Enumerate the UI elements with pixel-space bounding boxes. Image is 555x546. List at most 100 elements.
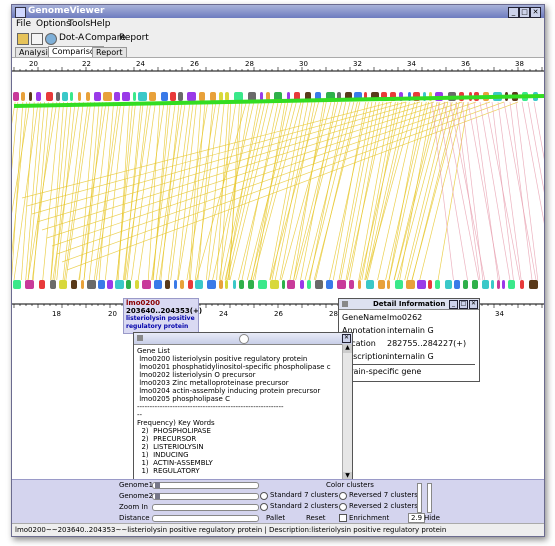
genome2-gene-block (472, 280, 478, 289)
keyword-item: 1) REGULATORY (137, 467, 200, 475)
slider-thumb[interactable] (155, 482, 160, 488)
alignment-line (51, 101, 477, 247)
alignment-line (12, 101, 24, 279)
gene-list-item[interactable]: lmo0202 listeriolysin O precursor (137, 371, 256, 379)
gene-list-content[interactable]: Gene List lmo0200 listeriolysin positive… (137, 347, 341, 475)
gene-list-item[interactable]: lmo0201 phosphatidylinositol-specific ph… (137, 363, 331, 371)
gene-name-label: GeneName (342, 313, 387, 322)
zoom-slider[interactable] (152, 504, 259, 511)
genome2-label: Genome2 (119, 492, 154, 500)
gene-list-close-icon[interactable]: ✕ (342, 334, 351, 343)
pallet-button[interactable]: Pallet (266, 514, 286, 522)
genome2-gene-block (180, 280, 184, 289)
alignment-line (27, 101, 45, 281)
standard7-radio[interactable] (260, 492, 268, 500)
detail-close-icon[interactable]: ✕ (469, 300, 478, 309)
genome2-gene-block (207, 280, 216, 289)
genome2-gene-block (195, 280, 203, 289)
genome1-gene-block (248, 92, 256, 101)
genome2-gene-block (165, 280, 170, 289)
report-button[interactable]: Report (119, 33, 149, 43)
alignment-line (224, 101, 266, 281)
standard2-radio[interactable] (260, 503, 268, 511)
keywords-header: Frequency) Key Words (137, 419, 215, 427)
gene-list-item[interactable]: lmo0204 actin-assembly inducing protein … (137, 387, 321, 395)
genome2-gene-block (445, 280, 452, 289)
open-folder-icon[interactable] (17, 33, 29, 45)
vertical-slider-1[interactable] (417, 483, 422, 513)
genome1-gene-block (161, 92, 168, 101)
tab-report[interactable]: Report (92, 47, 127, 58)
drag-handle-icon[interactable] (239, 334, 249, 344)
detail-minimize-icon[interactable]: _ (449, 300, 458, 309)
genome1-gene-block (274, 92, 282, 101)
detail-title-bar: Detail Information _ □ ✕ (339, 299, 479, 310)
genome1-slider[interactable] (152, 482, 259, 489)
detail-maximize-icon[interactable]: □ (459, 300, 468, 309)
genome1-gene-block (219, 92, 223, 101)
reversed7-radio[interactable] (339, 492, 347, 500)
status-text: lmo0200~~203640..204353~~listeriolysin p… (15, 526, 447, 534)
alignment-line (95, 101, 122, 281)
genome2-slider[interactable] (152, 493, 259, 500)
scroll-down-icon[interactable]: ▼ (343, 472, 352, 481)
alignment-line-pink (479, 101, 511, 281)
dot-a-icon[interactable] (45, 33, 57, 45)
alignment-line (361, 101, 396, 281)
menu-tools[interactable]: Tools (68, 19, 91, 29)
top-ruler-label: 24 (136, 60, 145, 68)
dot-a-button[interactable]: Dot-A (59, 33, 85, 43)
alignment-line-pink (455, 101, 481, 281)
distance-slider[interactable] (152, 515, 259, 522)
status-bar: lmo0200~~203640..204353~~listeriolysin p… (12, 523, 544, 536)
alignment-line (50, 101, 68, 281)
alignment-line (131, 101, 156, 281)
genome2-gene-block (337, 280, 346, 289)
hide-button[interactable]: Hide (424, 514, 440, 522)
alignment-line (124, 101, 142, 281)
tooltip-gene-name: listeriolysin positive regulatory protei… (126, 315, 195, 330)
gene-list-item[interactable]: lmo0200 listeriolysin positive regulator… (137, 355, 308, 363)
slider-thumb[interactable] (155, 493, 160, 499)
genome2-gene-block (395, 280, 403, 289)
alignment-line (293, 101, 339, 281)
gene-list-item[interactable]: lmo0203 Zinc metalloproteinase precursor (137, 379, 289, 387)
scroll-up-icon[interactable]: ▲ (343, 344, 352, 353)
gene-list-scrollbar[interactable]: ▲ ▼ (342, 344, 352, 481)
alignment-line (42, 101, 61, 281)
gene-name-value: lmo0262 (387, 313, 423, 322)
alignment-line-pink (461, 101, 484, 281)
genome-alignment-plot[interactable]: 20222426283032343638182022242628303234 (12, 58, 544, 480)
alignment-line (93, 101, 119, 281)
description-label: Description (342, 352, 388, 361)
menu-options[interactable]: Options (36, 19, 71, 29)
alignment-line (246, 101, 293, 281)
vertical-slider-2[interactable] (427, 483, 432, 513)
gene-list-item[interactable]: lmo0205 phospholipase C (137, 395, 230, 403)
maximize-icon[interactable]: □ (519, 7, 530, 18)
gene-tooltip: lmo0200 203640..204353(+) listeriolysin … (123, 298, 202, 334)
alignment-line (340, 101, 377, 281)
minimize-icon[interactable]: _ (508, 7, 519, 18)
genome2-gene-block (529, 280, 538, 289)
gene-list-title-bar[interactable]: ✕ (134, 333, 352, 345)
menu-help[interactable]: Help (90, 19, 111, 29)
alignment-line (229, 101, 275, 281)
gene-list-window: ✕ Gene List lmo0200 listeriolysin positi… (133, 332, 353, 482)
enrichment-checkbox[interactable] (339, 514, 347, 522)
close-icon[interactable]: ✕ (530, 7, 541, 18)
copy-icon[interactable] (31, 33, 43, 45)
genome1-gene-block (29, 92, 32, 101)
reset-button[interactable]: Reset (306, 514, 326, 522)
tab-bar: Analysis Comparison Report (12, 46, 544, 58)
value-field[interactable]: 2.9 (408, 513, 426, 523)
top-ruler-label: 22 (82, 60, 91, 68)
genome2-gene-block (497, 280, 500, 289)
compare-button[interactable]: Compare (85, 33, 126, 43)
alignment-line (304, 101, 351, 281)
reversed2-radio[interactable] (339, 503, 347, 511)
menu-file[interactable]: File (16, 19, 32, 29)
alignment-line (25, 101, 41, 281)
genome1-gene-block (133, 92, 136, 101)
alignment-line-pink (515, 101, 539, 281)
